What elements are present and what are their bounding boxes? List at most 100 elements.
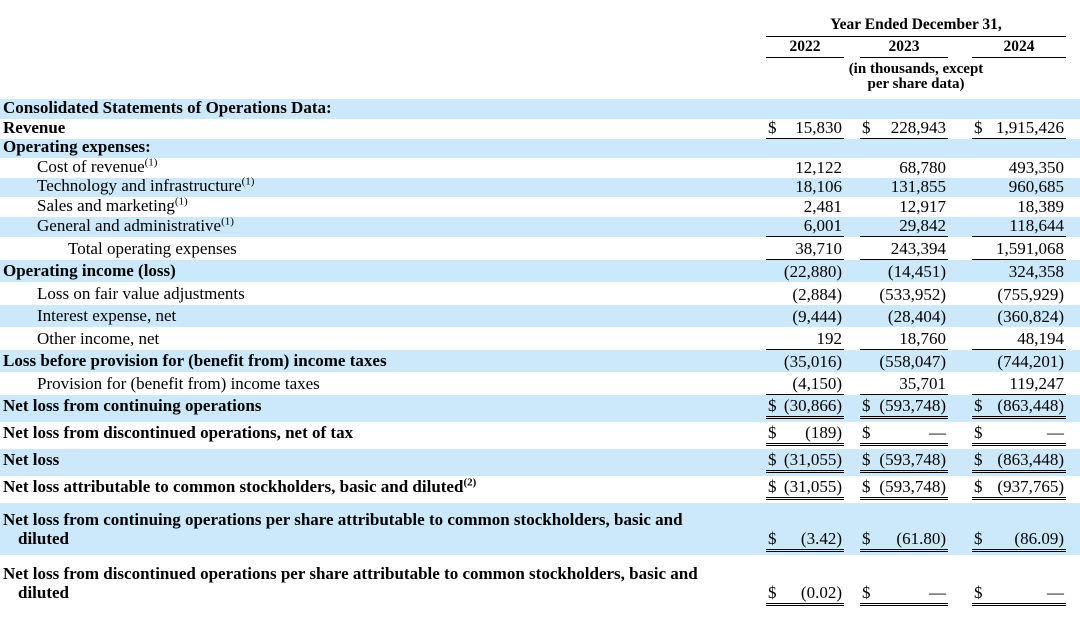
row-label: Operating expenses: [0,137,766,158]
amount: (3.42) [800,529,842,548]
value-cell-2024: $ (937,765) [972,478,1066,500]
row-label-text: Net loss from continuing operations per … [3,510,683,529]
row-label-text: Revenue [3,118,66,137]
amount: (593,748) [879,477,946,496]
row-label-text: Cost of revenue(1) [37,155,158,176]
row-label-text: Net loss from continuing operations [3,396,262,415]
amount: (533,952) [879,284,946,304]
value-cell-2024: $ (86.09) [972,530,1066,552]
amount: (360,824) [997,307,1064,326]
table-row: Net loss $ (31,055) $ (593,748) $ (863,448) [0,449,1080,476]
value-cell-2022: 192 [766,329,844,350]
dollar-sign: $ [974,396,983,415]
amount: (744,201) [997,352,1064,371]
amount: (593,748) [879,450,946,469]
value-cell-2023: $228,943 [860,119,948,139]
table-row: Revenue $15,830 $228,943 $1,915,426 [0,118,1080,139]
amount: 119,247 [1009,374,1064,393]
amount: 493,350 [1008,157,1064,177]
row-label-text: Net loss attributable to common stockhol… [3,476,477,496]
value-cell-2024: 1,591,068 [972,239,1066,260]
amount: 6,001 [803,215,842,235]
footnote-superscript: (1) [241,175,255,188]
dollar-sign: $ [862,529,871,548]
value-cell-2023: 18,760 [860,329,948,350]
dollar-sign: $ [974,583,983,602]
amount: 38,710 [795,238,842,258]
value-cell-2023: (28,404) [860,308,948,327]
table-row: Loss before provision for (benefit from)… [0,349,1080,372]
row-label: Provision for (benefit from) income taxe… [0,374,766,395]
amount: (4,150) [792,374,842,393]
amount: (30,866) [783,396,842,415]
units-note: (in thousands, except per share data) [766,58,1066,99]
table-row: Interest expense, net (9,444) (28,404) (… [0,304,1080,327]
value-cell-2024: 493,350 [972,157,1066,178]
value-cell-2023: (533,952) [860,284,948,305]
value-cell-2022: (4,150) [766,375,844,395]
value-cell-2022: 2,481 [766,196,844,217]
row-label: Revenue [0,118,766,139]
amount: 960,685 [1008,177,1064,196]
value-cell-2024: (360,824) [972,308,1066,327]
row-label-text: Net loss from discontinued operations pe… [3,564,698,583]
value-cell-2024: 119,247 [972,375,1066,395]
value-cell-2022: $ (189) [766,424,844,446]
table-row: Net loss attributable to common stockhol… [0,476,1080,503]
year-column-2023: 2023 [860,38,948,58]
dollar-sign: $ [768,529,777,548]
table-row: Net loss from discontinued operations pe… [0,555,1080,609]
value-cell-2023: (558,047) [860,353,948,372]
row-label: Operating income (loss) [0,261,766,282]
row-label: Cost of revenue(1) [0,155,766,178]
row-label: Total operating expenses [0,239,766,260]
table-row: Total operating expenses 38,710 243,394 … [0,237,1080,260]
row-label-text: Operating income (loss) [3,261,176,280]
footnote-superscript: (1) [144,155,158,168]
dollar-sign: $ [862,396,871,415]
amount: (35,016) [783,352,842,371]
amount: (755,929) [997,284,1064,304]
amount: 243,394 [890,238,946,258]
row-label-text: Operating expenses: [3,137,151,156]
amount: 15,830 [795,118,842,137]
table-header: Year Ended December 31, 2022 2023 2024 (… [0,0,1080,99]
value-cell-2023: 243,394 [860,238,948,260]
amount: 18,106 [795,177,842,196]
value-cell-2022: 38,710 [766,238,844,260]
table-row: Operating expenses: [0,137,1080,158]
row-label-text: Loss on fair value adjustments [37,283,245,303]
row-label-text: Net loss from discontinued operations, n… [3,423,354,442]
row-label-text: Net loss [3,450,60,469]
value-cell-2023: $ — [860,584,948,606]
amount: — [1047,423,1064,442]
amount: (86.09) [1014,529,1064,548]
amount: (863,448) [997,450,1064,469]
amount: 2,481 [803,196,842,216]
amount: 118,644 [1009,215,1064,235]
amount: 1,915,426 [996,118,1064,137]
value-cell-2022: $15,830 [766,119,844,139]
row-label: Sales and marketing(1) [0,194,766,217]
amount: 131,855 [890,177,946,196]
value-cell-2022: $ (3.42) [766,530,844,552]
value-cell-2023: (14,451) [860,263,948,282]
dollar-sign: $ [974,477,983,496]
dollar-sign: $ [974,450,983,469]
row-label-text: Provision for (benefit from) income taxe… [37,374,320,393]
table-row: General and administrative(1) 6,001 29,8… [0,215,1080,237]
amount: — [929,423,946,442]
value-cell-2022: $ (31,055) [766,451,844,473]
value-cell-2023: $ (593,748) [860,397,948,419]
row-label: Net loss from continuing operations [0,396,766,422]
row-label-text: Sales and marketing(1) [37,194,188,215]
table-body: Consolidated Statements of Operations Da… [0,98,1080,609]
amount: 324,358 [1008,262,1064,281]
value-cell-2023: 12,917 [860,197,948,217]
dollar-sign: $ [768,583,777,602]
year-column-2022: 2022 [766,38,844,58]
value-cell-2022: $ (30,866) [766,397,844,419]
table-row: Loss on fair value adjustments (2,884) (… [0,282,1080,305]
table-row: Net loss from continuing operations per … [0,503,1080,555]
